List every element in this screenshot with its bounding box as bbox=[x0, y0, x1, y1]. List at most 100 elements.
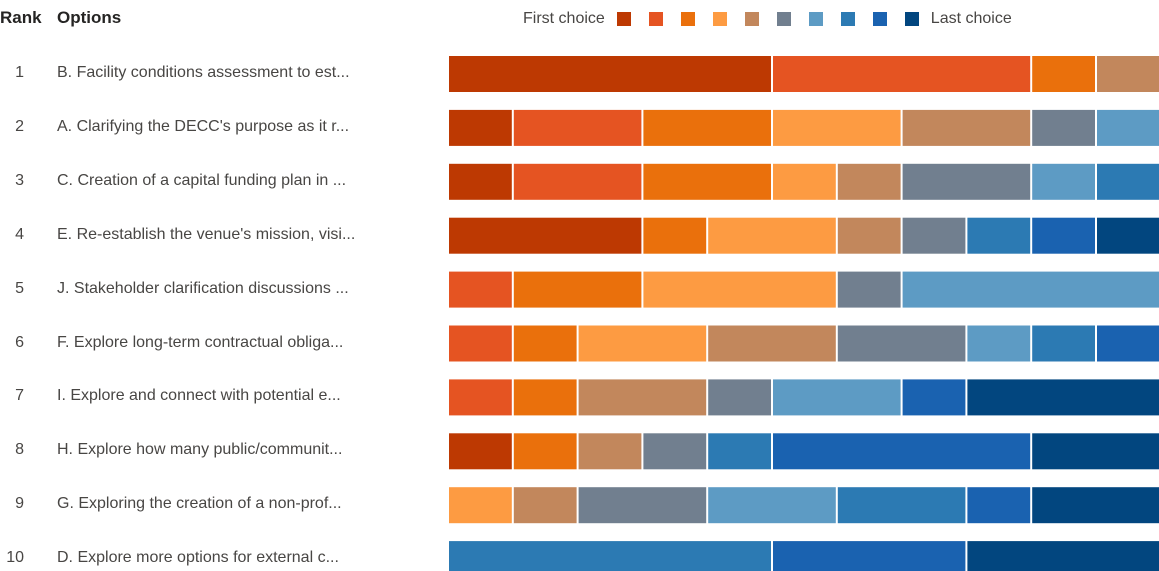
option-label: F. Explore long-term contractual obliga.… bbox=[57, 333, 344, 351]
bar-segment[interactable] bbox=[449, 109, 512, 146]
bar-segment[interactable] bbox=[967, 325, 1031, 362]
bar-segment[interactable] bbox=[1032, 217, 1095, 254]
rank-number: 4 bbox=[15, 225, 24, 243]
bar-segment[interactable] bbox=[967, 487, 1031, 524]
bar-segment[interactable] bbox=[708, 325, 836, 362]
bar-segment[interactable] bbox=[902, 271, 1159, 308]
rank-number: 3 bbox=[15, 171, 24, 189]
bar-segment[interactable] bbox=[837, 217, 901, 254]
bar-segment[interactable] bbox=[449, 541, 771, 571]
bar-segment[interactable] bbox=[902, 109, 1031, 146]
bar-segment[interactable] bbox=[513, 163, 642, 200]
bar-segment[interactable] bbox=[643, 109, 771, 146]
rank-number: 8 bbox=[15, 441, 24, 459]
option-label: E. Re-establish the venue's mission, vis… bbox=[57, 225, 356, 243]
bar-segment[interactable] bbox=[449, 379, 512, 416]
legend-swatch bbox=[840, 12, 855, 26]
bar-segment[interactable] bbox=[1097, 217, 1159, 254]
bar-segment[interactable] bbox=[1032, 433, 1159, 470]
bar-segment[interactable] bbox=[773, 541, 966, 571]
rank-number: 9 bbox=[15, 495, 24, 513]
rank-number: 5 bbox=[15, 279, 24, 297]
legend-swatch bbox=[776, 12, 791, 26]
legend-swatch bbox=[872, 12, 887, 26]
rank-number: 10 bbox=[6, 549, 24, 567]
bar-segment[interactable] bbox=[1032, 325, 1095, 362]
bar-segment[interactable] bbox=[773, 163, 836, 200]
bar-segment[interactable] bbox=[513, 433, 577, 470]
legend-swatches bbox=[608, 12, 928, 26]
rank-number: 7 bbox=[15, 387, 24, 405]
bar-segment[interactable] bbox=[773, 56, 1031, 92]
rank-number: 6 bbox=[15, 333, 24, 351]
legend-first-choice-label: First choice bbox=[523, 10, 605, 27]
bar-segment[interactable] bbox=[449, 56, 771, 92]
bar-segment[interactable] bbox=[902, 163, 1031, 200]
option-label: A. Clarifying the DECC's purpose as it r… bbox=[57, 117, 350, 135]
bar-segment[interactable] bbox=[449, 271, 512, 308]
legend-swatch bbox=[808, 12, 823, 26]
option-label: G. Exploring the creation of a non-prof.… bbox=[57, 495, 342, 513]
bar-segment[interactable] bbox=[449, 487, 512, 524]
bar-segment[interactable] bbox=[708, 487, 836, 524]
bar-segment[interactable] bbox=[449, 325, 512, 362]
bar-segment[interactable] bbox=[513, 487, 577, 524]
bar-segment[interactable] bbox=[837, 271, 901, 308]
bar-segment[interactable] bbox=[773, 379, 901, 416]
bar-segment[interactable] bbox=[643, 271, 836, 308]
bar-segment[interactable] bbox=[967, 217, 1031, 254]
bar-segment[interactable] bbox=[513, 379, 577, 416]
bar-segment[interactable] bbox=[513, 325, 577, 362]
bar-segment[interactable] bbox=[837, 325, 966, 362]
legend-swatch bbox=[648, 12, 663, 26]
bar-segment[interactable] bbox=[902, 217, 966, 254]
bar-segment[interactable] bbox=[1032, 163, 1095, 200]
bar-segment[interactable] bbox=[902, 379, 966, 416]
bar-segment[interactable] bbox=[1032, 109, 1095, 146]
bar-segment[interactable] bbox=[1097, 109, 1159, 146]
bar-segment[interactable] bbox=[1097, 56, 1159, 92]
option-label: D. Explore more options for external c..… bbox=[57, 549, 339, 567]
bar-segment[interactable] bbox=[578, 379, 707, 416]
legend: First choice Last choice bbox=[520, 6, 1015, 32]
bar-segment[interactable] bbox=[643, 433, 707, 470]
legend-swatch bbox=[712, 12, 727, 26]
option-label: I. Explore and connect with potential e.… bbox=[57, 387, 341, 405]
option-label: C. Creation of a capital funding plan in… bbox=[57, 171, 347, 189]
bar-segment[interactable] bbox=[1032, 487, 1159, 524]
bar-segment[interactable] bbox=[837, 487, 966, 524]
bar-segment[interactable] bbox=[708, 379, 771, 416]
legend-swatch bbox=[680, 12, 695, 26]
bar-segment[interactable] bbox=[578, 433, 642, 470]
legend-swatch bbox=[904, 12, 919, 26]
option-label: H. Explore how many public/communit... bbox=[57, 441, 343, 459]
bar-segment[interactable] bbox=[708, 433, 771, 470]
bar-segment[interactable] bbox=[578, 487, 707, 524]
rank-number: 1 bbox=[15, 64, 24, 81]
option-label: B. Facility conditions assessment to est… bbox=[57, 64, 350, 81]
bar-segment[interactable] bbox=[449, 163, 512, 200]
bar-segment[interactable] bbox=[578, 325, 707, 362]
legend-swatch bbox=[744, 12, 759, 26]
bar-segment[interactable] bbox=[708, 217, 836, 254]
bar-segment[interactable] bbox=[837, 163, 901, 200]
rank-number: 2 bbox=[15, 117, 24, 135]
bar-segment[interactable] bbox=[643, 217, 707, 254]
option-label: J. Stakeholder clarification discussions… bbox=[57, 279, 349, 297]
options-column-header: Options bbox=[57, 8, 122, 27]
bar-segment[interactable] bbox=[449, 217, 642, 254]
bar-segment[interactable] bbox=[773, 109, 901, 146]
bar-segment[interactable] bbox=[513, 109, 642, 146]
bar-segment[interactable] bbox=[449, 433, 512, 470]
bar-segment[interactable] bbox=[1032, 56, 1095, 92]
bar-segment[interactable] bbox=[1097, 325, 1159, 362]
bar-segment[interactable] bbox=[643, 163, 771, 200]
bar-segment[interactable] bbox=[513, 271, 642, 308]
bar-segment[interactable] bbox=[1097, 163, 1159, 200]
bar-segment[interactable] bbox=[773, 433, 1031, 470]
bar-segment[interactable] bbox=[967, 541, 1159, 571]
legend-swatch bbox=[616, 12, 631, 26]
bar-segment[interactable] bbox=[967, 379, 1159, 416]
